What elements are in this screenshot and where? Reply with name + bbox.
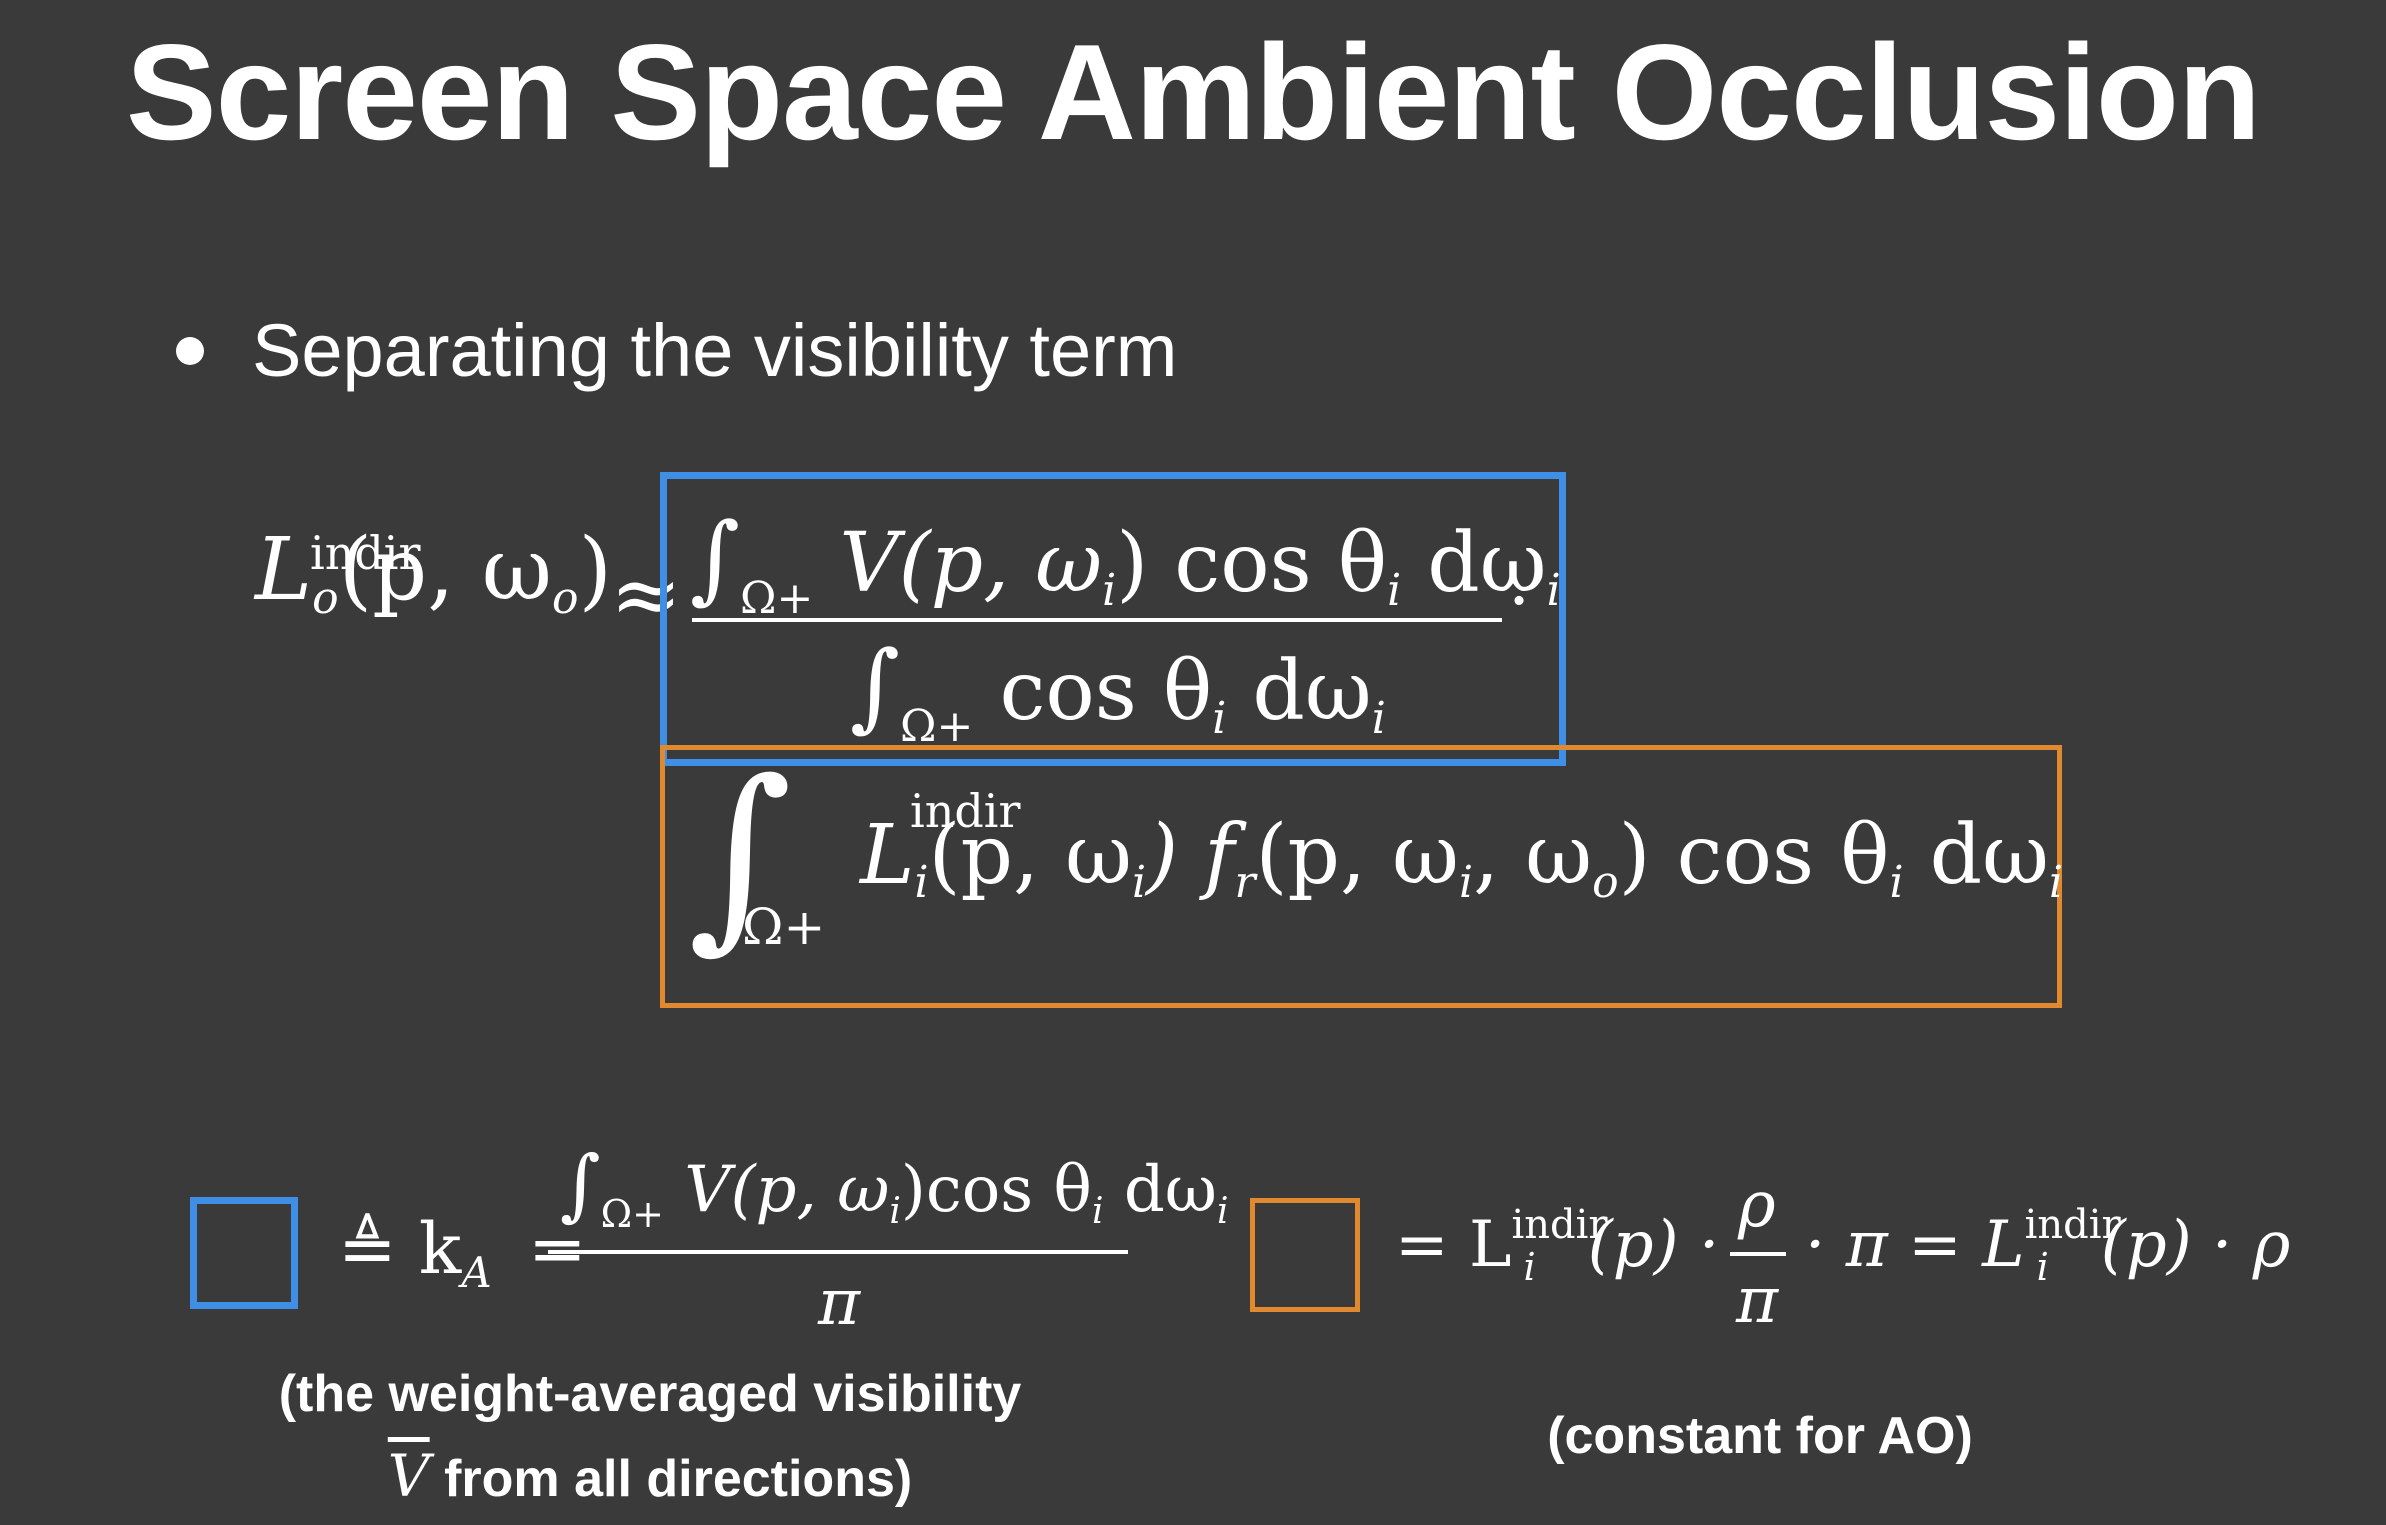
legend-blue-kA: ≜ k [338, 1208, 462, 1290]
orange-sub5: o [1592, 857, 1619, 908]
blue-box-highlight [660, 472, 1566, 766]
legend-orange-frac-den: π [1736, 1264, 1779, 1338]
blue-den-body2: dω [1226, 644, 1372, 739]
legend-orange-sub1: i [1523, 1245, 1536, 1289]
blue-fraction-line [692, 618, 1502, 622]
orange-sup: indir [910, 784, 1021, 838]
legend-orange-fraction-line [1730, 1252, 1786, 1256]
orange-sub6: i [1889, 857, 1904, 908]
legend-orange-caption: (constant for AO) [1547, 1407, 1973, 1465]
orange-sub4: i [1459, 857, 1474, 908]
orange-sub3: r [1234, 857, 1256, 908]
orange-sub: i [914, 857, 929, 908]
legend-blue-num-domain: Ω+ [600, 1192, 664, 1236]
legend-blue-denominator: π [818, 1266, 861, 1340]
lhs-sub: o [312, 573, 339, 624]
legend-blue-num-sub1: i [889, 1191, 901, 1232]
legend-orange-expr-left: = Lindiri (p) · [1395, 1202, 1720, 1289]
legend-orange-sup2: indir [2024, 1202, 2121, 1248]
legend-orange-square [1250, 1198, 1360, 1312]
legend-orange-sub2: i [2036, 1245, 2049, 1289]
legend-blue-num-body2: )cos θ [900, 1153, 1092, 1227]
blue-num-sub2: i [1387, 565, 1402, 616]
legend-orange-arg2: (p) · ρ [2100, 1208, 2291, 1282]
blue-num-body2: ) cos θ [1116, 516, 1388, 611]
legend-blue-caption-line2-wrap: V from all directions) [250, 1442, 1050, 1510]
blue-denominator: ∫Ω+ cos θi dωi [850, 630, 1386, 752]
legend-blue-def: ≜ kA = [338, 1208, 587, 1297]
legend-blue-num-int: ∫ [560, 1140, 601, 1230]
legend-blue-num-sub3: i [1216, 1191, 1229, 1232]
legend-orange-arg1: (p) · [1587, 1208, 1720, 1282]
legend-orange-eq1: = L [1395, 1208, 1512, 1282]
lhs-sup: indir [310, 526, 421, 580]
orange-integral: ∫ [688, 738, 793, 971]
legend-blue-square [190, 1197, 298, 1309]
legend-blue-caption-line1: (the weight-averaged visibility [278, 1365, 1022, 1423]
legend-blue-eq: = [527, 1208, 587, 1290]
blue-den-sub1: i [1212, 693, 1227, 744]
lhs-L: L [255, 520, 313, 620]
blue-den-int: ∫ [850, 630, 901, 742]
blue-num-sub3: i [1546, 565, 1561, 616]
approx-sign: ≈ [610, 545, 683, 645]
legend-blue-kA-sub: A [461, 1248, 492, 1297]
orange-L: L [860, 808, 915, 903]
blue-num-sub1: i [1102, 565, 1117, 616]
orange-body: Li(p, ωi) fr(p, ωi, ωo) cos θi dωi [860, 808, 2063, 908]
orange-body5: ) cos θ [1618, 808, 1890, 903]
legend-orange-expr-right: · π = Lindiri (p) · ρ [1805, 1202, 2291, 1289]
blue-num-body: V(p, ω [839, 516, 1103, 611]
orange-body2: ) f [1146, 808, 1235, 903]
lhs-close: ) [578, 520, 613, 620]
orange-body4: , ω [1473, 808, 1593, 903]
orange-box-highlight [660, 745, 2062, 1008]
blue-den-body: cos θ [999, 644, 1213, 739]
legend-orange-mid: · π = L [1805, 1208, 2025, 1282]
legend-orange-sup1: indir [1511, 1202, 1608, 1248]
legend-blue-num-body3: dω [1103, 1153, 1217, 1227]
orange-domain: Ω+ [742, 898, 826, 956]
lhs-expression: Lo(p, ωo) [255, 520, 613, 624]
blue-den-sub2: i [1371, 693, 1386, 744]
orange-body3: (p, ω [1255, 808, 1460, 903]
bullet-text: Separating the visibility term [252, 309, 1178, 392]
blue-num-body3: dω [1401, 516, 1547, 611]
legend-blue-num-sub2: i [1091, 1191, 1104, 1232]
blue-num-domain: Ω+ [740, 573, 814, 624]
slide-title: Screen Space Ambient Occlusion [125, 16, 2261, 168]
legend-blue-vbar: V [387, 1442, 430, 1510]
orange-body1: (p, ω [928, 808, 1133, 903]
legend-orange-frac-num: ρ [1738, 1168, 1776, 1242]
lhs-args-sub: o [552, 573, 579, 624]
bullet-dot [176, 337, 204, 365]
legend-blue-fraction-line [548, 1250, 1128, 1254]
blue-numerator: ∫Ω+ V(p, ωi) cos θi dωi [690, 502, 1561, 624]
legend-blue-caption-line2: from all directions) [429, 1450, 913, 1508]
legend-blue-numerator: ∫Ω+ V(p, ωi)cos θi dωi [560, 1140, 1229, 1236]
orange-body6: dω [1903, 808, 2049, 903]
blue-den-domain: Ω+ [900, 701, 974, 752]
legend-blue-num-body: V(p, ω [684, 1153, 890, 1227]
orange-sub2: i [1132, 857, 1147, 908]
multiply-dot: · [1508, 560, 1531, 642]
orange-sub7: i [2048, 857, 2064, 908]
lhs-args: (p, ω [338, 520, 553, 620]
blue-num-int: ∫ [690, 502, 741, 614]
